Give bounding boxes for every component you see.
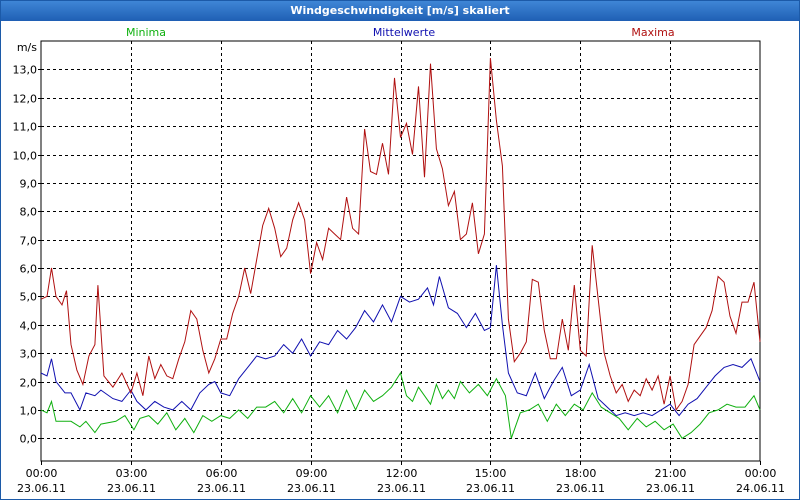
legend-label-maxima: Maxima	[631, 26, 674, 39]
y-tick-label: 11,0	[13, 121, 38, 134]
x-tick-date-label: 23.06.11	[107, 482, 156, 495]
x-tick-date-label: 23.06.11	[287, 482, 336, 495]
y-tick-label: 4,0	[20, 320, 38, 333]
y-tick-label: 13,0	[13, 64, 38, 77]
legend-label-mittelwerte: Mittelwerte	[373, 26, 436, 39]
y-tick-label: 8,0	[20, 206, 38, 219]
y-tick-label: 1,0	[20, 405, 38, 418]
x-tick-time-label: 06:00	[206, 467, 238, 480]
y-tick-label: 3,0	[20, 348, 38, 361]
x-tick-time-label: 00:00	[26, 467, 58, 480]
legend-label-minima: Minima	[126, 26, 166, 39]
x-tick-date-label: 23.06.11	[646, 482, 695, 495]
x-tick-time-label: 03:00	[116, 467, 148, 480]
series-line-mittelwerte	[40, 265, 761, 417]
y-tick-label: 12,0	[13, 93, 38, 106]
x-tick-time-label: 18:00	[565, 467, 597, 480]
series-line-maxima	[40, 57, 761, 412]
x-tick-date-label: 23.06.11	[556, 482, 605, 495]
x-tick-time-label: 09:00	[296, 467, 328, 480]
series-line-minima	[40, 371, 761, 439]
x-tick-date-label: 24.06.11	[736, 482, 785, 495]
x-tick-time-label: 21:00	[655, 467, 687, 480]
window-title: Windgeschwindigkeit [m/s] skaliert	[1, 1, 799, 21]
plot-frame	[40, 40, 761, 462]
x-tick-time-label: 12:00	[386, 467, 418, 480]
x-tick-time-label: 00:00	[745, 467, 777, 480]
y-tick-label: 0,0	[20, 433, 38, 446]
y-tick-label: 7,0	[20, 235, 38, 248]
y-tick-label: 2,0	[20, 377, 38, 390]
y-tick-label: 5,0	[20, 291, 38, 304]
y-tick-label: 9,0	[20, 178, 38, 191]
x-tick-date-label: 23.06.11	[466, 482, 515, 495]
chart: 0,0 1,0 2,0 3,0 4,0 5,0 6,0 7,0 8,0 9,0 10,0 11,0 12…	[13, 26, 785, 495]
y-tick-label: 6,0	[20, 263, 38, 276]
x-tick-date-label: 23.06.11	[197, 482, 246, 495]
x-tick-date-label: 23.06.11	[377, 482, 426, 495]
x-tick-date-label: 23.06.11	[17, 482, 66, 495]
x-tick-time-label: 15:00	[475, 467, 507, 480]
y-axis-label: m/s	[17, 41, 37, 54]
y-tick-label: 10,0	[13, 150, 38, 163]
